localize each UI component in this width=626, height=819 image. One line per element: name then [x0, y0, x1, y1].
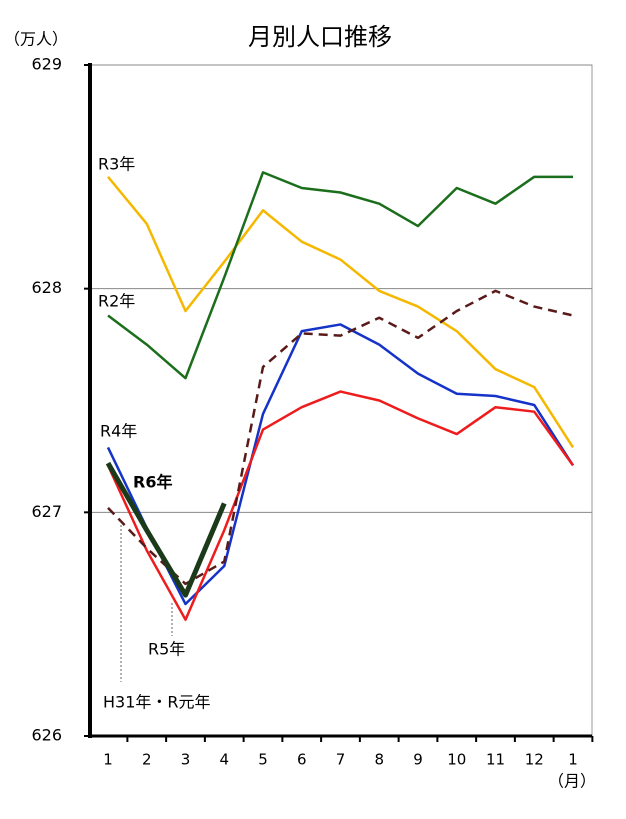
chart-title: 月別人口推移 [248, 23, 392, 51]
x-unit: （月） [548, 772, 596, 791]
y-unit: （万人） [4, 30, 68, 49]
y-tick-label: 629 [31, 55, 62, 74]
y-tick-label: 628 [31, 278, 62, 297]
series-label: H31年・R元年 [103, 693, 211, 712]
y-tick-label: 626 [31, 726, 62, 745]
series-line [107, 176, 575, 449]
x-tick-label: 2 [142, 751, 152, 769]
x-tick-label: 1 [103, 751, 113, 769]
series-line [107, 289, 574, 586]
x-tick-label: 1 [568, 751, 578, 769]
series-line [106, 323, 575, 606]
series-label: R3年 [98, 155, 135, 174]
x-tick-label: 5 [258, 751, 268, 769]
x-tick-label: 10 [447, 751, 466, 769]
y-tick-label: 627 [31, 502, 62, 521]
series-label: R6年 [133, 473, 172, 492]
x-tick-label: 4 [219, 751, 229, 769]
x-tick-label: 9 [413, 751, 423, 769]
x-tick-label: 6 [297, 751, 307, 769]
series-line [105, 461, 227, 598]
series-line [106, 390, 575, 621]
x-tick-label: 3 [181, 751, 191, 769]
series-label: R5年 [148, 640, 185, 659]
series-line [107, 171, 573, 380]
x-tick-label: 7 [336, 751, 346, 769]
x-tick-label: 11 [486, 751, 505, 769]
x-tick-label: 8 [374, 751, 384, 769]
series-label: R4年 [100, 422, 137, 441]
series-label: R2年 [98, 292, 135, 311]
x-tick-label: 12 [525, 751, 544, 769]
